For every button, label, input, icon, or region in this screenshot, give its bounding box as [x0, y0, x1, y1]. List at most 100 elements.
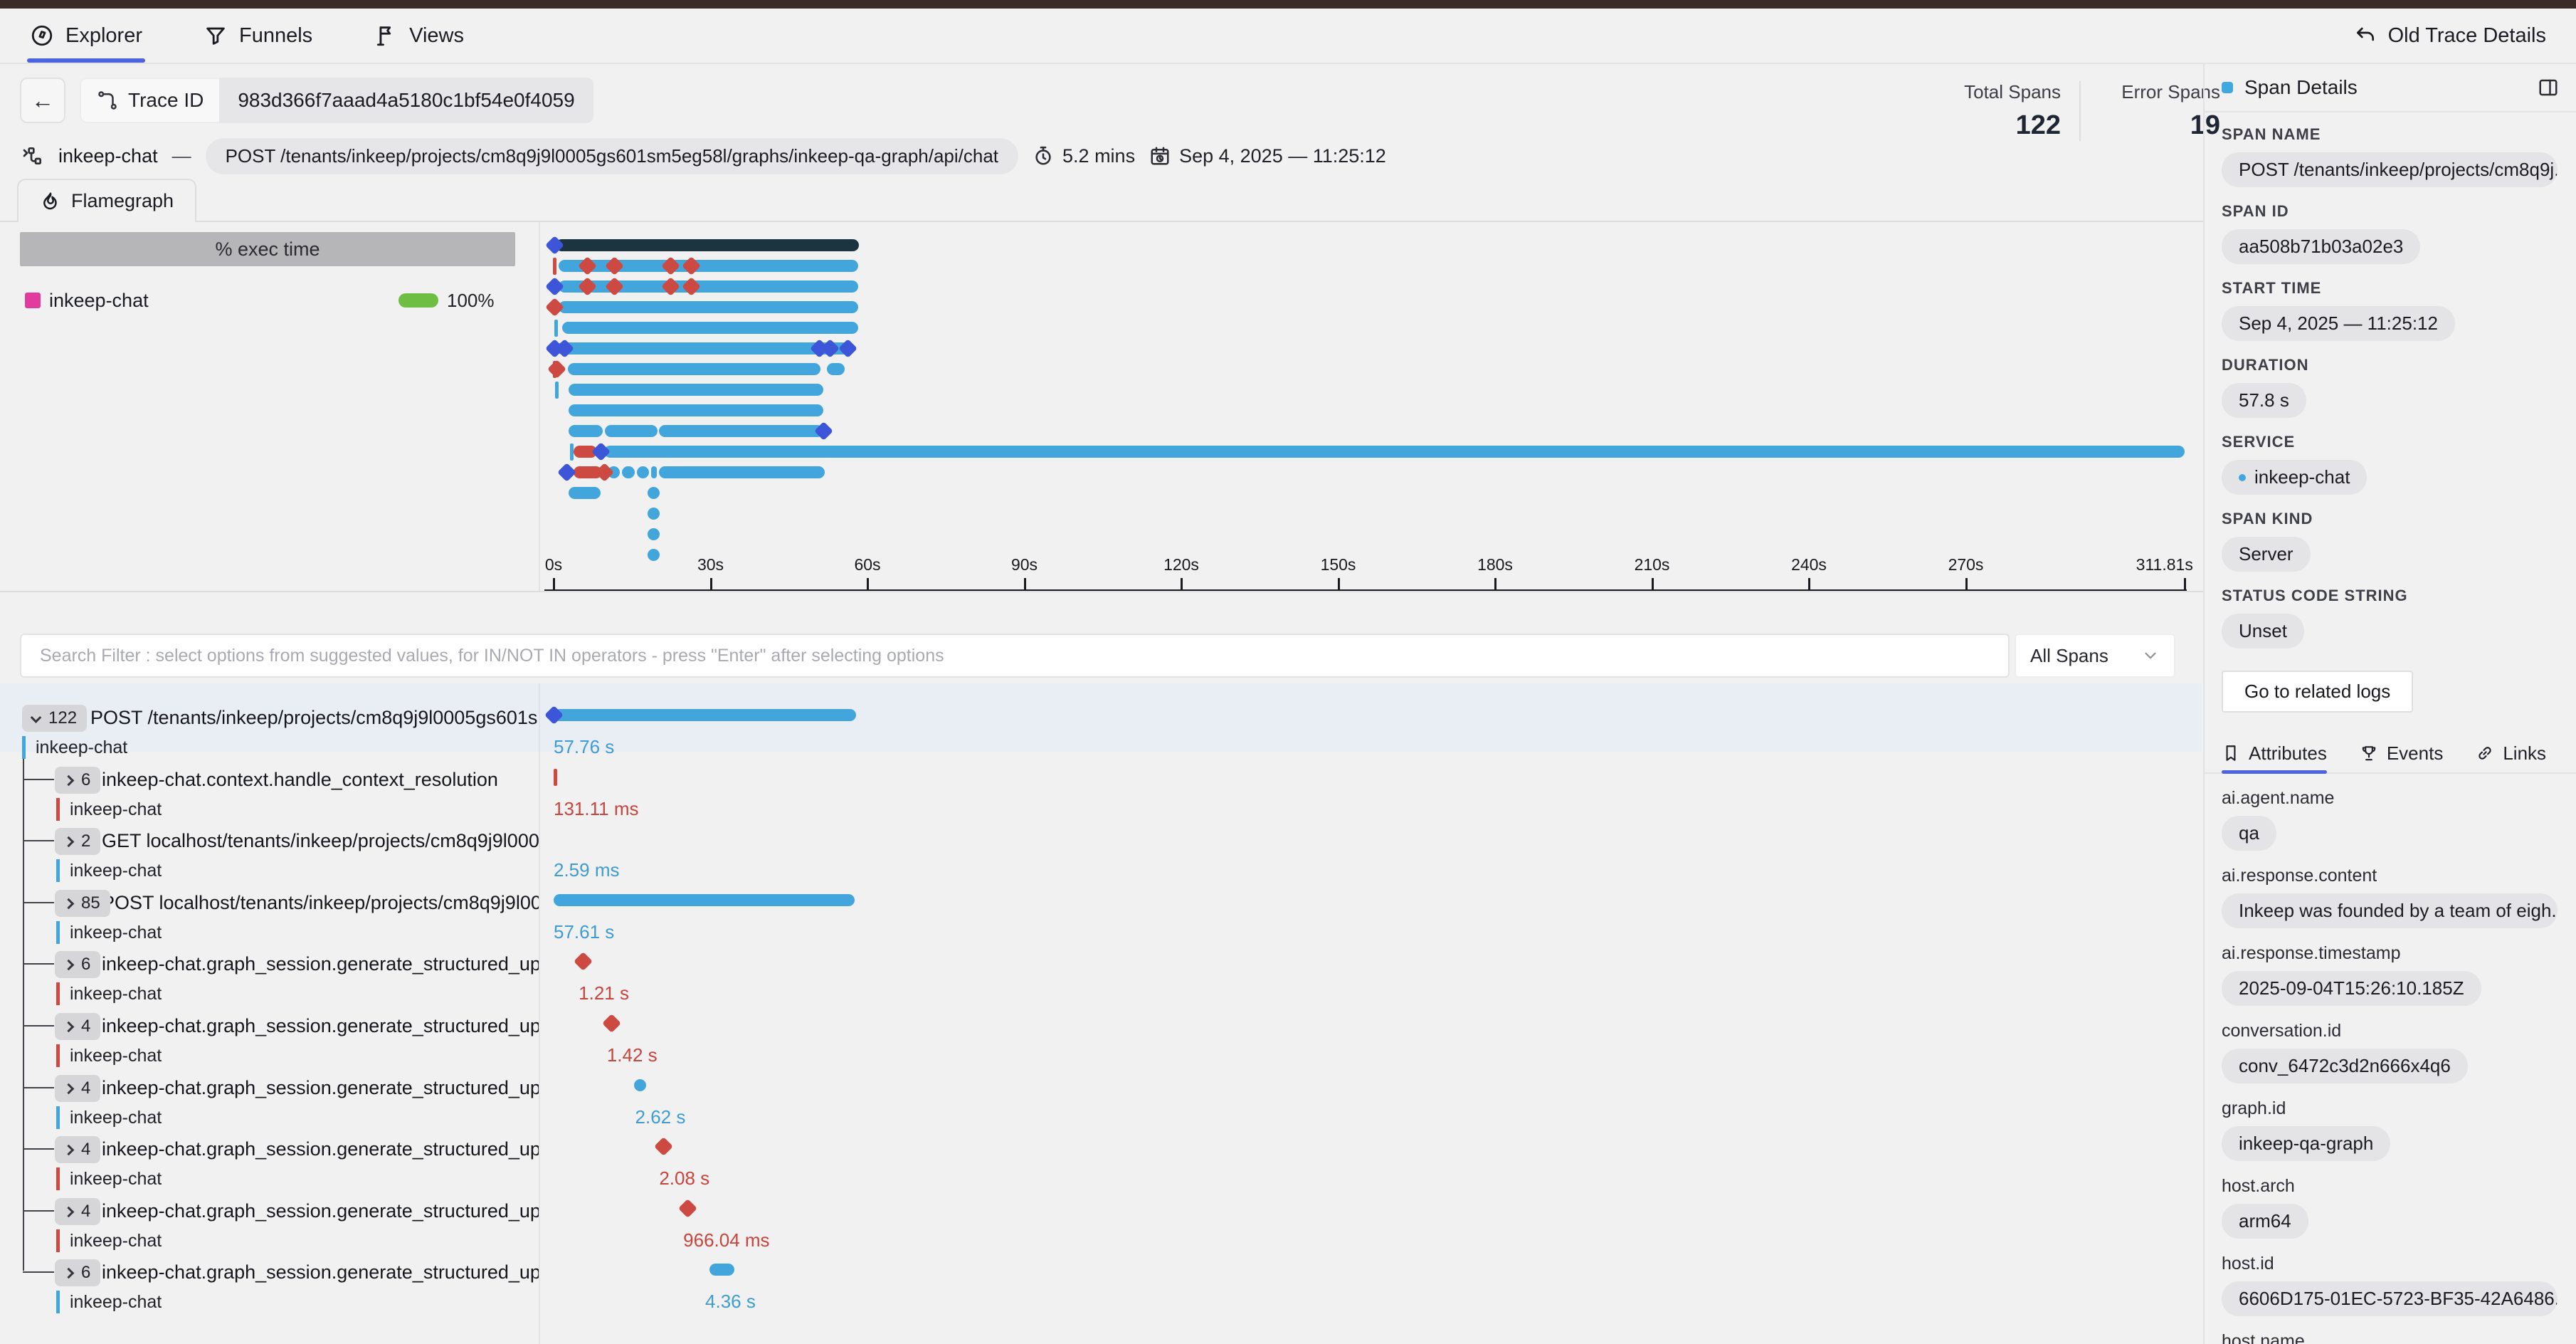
flame-span-bar[interactable] — [604, 446, 2185, 458]
flame-error-diamond[interactable] — [595, 463, 615, 482]
attributes-list: ai.agent.name qa ai.response.content Inkeep… — [2222, 774, 2559, 1344]
flame-span-bar[interactable] — [636, 466, 650, 478]
trace-id-value[interactable]: 983d366f7aaad4a5180c1bf54e0f4059 — [219, 78, 593, 123]
search-filter-input[interactable] — [20, 634, 2010, 678]
span-toggle-badge[interactable]: 6 — [55, 767, 101, 794]
error-spans-label: Error Spans — [2121, 81, 2220, 103]
span-name[interactable]: inkeep-chat.graph_session.generate_struc… — [102, 1261, 539, 1283]
flamegraph[interactable]: 0s 30s 60s 90s 120s 150s 180s 210s 240s 270s 311.8… — [539, 222, 2203, 594]
flame-error-diamond[interactable] — [547, 359, 566, 379]
detail-field-value[interactable]: Unset — [2222, 614, 2304, 649]
span-error-diamond[interactable] — [601, 1014, 621, 1033]
flame-span-bar[interactable] — [826, 363, 845, 375]
span-name[interactable]: inkeep-chat.graph_session.generate_struc… — [102, 1077, 539, 1098]
go-to-related-logs-button[interactable]: Go to related logs — [2222, 671, 2414, 713]
exec-legend-row[interactable]: inkeep-chat 100% — [25, 288, 495, 313]
span-error-diamond[interactable] — [654, 1137, 674, 1156]
detail-field-value[interactable]: inkeep-chat — [2222, 460, 2368, 495]
flame-error-diamond[interactable] — [545, 298, 565, 317]
flame-span-bar[interactable] — [558, 280, 859, 293]
root-endpoint-pill[interactable]: POST /tenants/inkeep/projects/cm8q9j9l00… — [205, 137, 1019, 174]
span-toggle-badge[interactable]: 4 — [55, 1075, 101, 1102]
flame-dot-span[interactable] — [648, 508, 660, 520]
span-tick-marker[interactable] — [554, 769, 557, 786]
span-toggle-badge[interactable]: 85 — [55, 890, 110, 917]
flame-tick-marker[interactable] — [554, 320, 558, 337]
panel-toggle-icon[interactable] — [2538, 77, 2559, 98]
span-scope-select[interactable]: All Spans — [2015, 634, 2175, 678]
flame-span-bar[interactable] — [567, 363, 820, 375]
attribute-value[interactable]: 2025-09-04T15:26:10.185Z — [2222, 971, 2481, 1006]
flame-event-diamond[interactable] — [591, 442, 611, 461]
span-duration-bar[interactable] — [554, 709, 856, 721]
span-name[interactable]: inkeep-chat.graph_session.generate_struc… — [102, 1015, 539, 1036]
span-name[interactable]: inkeep-chat.context.handle_context_resol… — [102, 769, 498, 790]
flame-dot-span[interactable] — [648, 528, 660, 540]
old-trace-details-link[interactable]: Old Trace Details — [2354, 24, 2546, 48]
span-name[interactable]: POST /tenants/inkeep/projects/cm8q9j9l00… — [90, 707, 539, 728]
attribute-value[interactable]: 6606D175-01EC-5723-BF35-42A6486... — [2222, 1281, 2557, 1316]
nav-tab-funnels[interactable]: Funnels — [204, 9, 312, 63]
trace-id-group[interactable]: Trace ID 983d366f7aaad4a5180c1bf54e0f405… — [80, 78, 593, 123]
detail-field-value[interactable]: 57.8 s — [2222, 383, 2306, 418]
flame-span-bar[interactable] — [605, 425, 658, 437]
attribute-value[interactable]: qa — [2222, 816, 2276, 851]
attribute-value[interactable]: inkeep-qa-graph — [2222, 1126, 2391, 1161]
detail-field-value[interactable]: POST /tenants/inkeep/projects/cm8q9j... — [2222, 152, 2557, 187]
span-toggle-badge[interactable]: 6 — [55, 1259, 101, 1286]
span-toggle-badge[interactable]: 6 — [55, 951, 101, 978]
span-toggle-badge[interactable]: 4 — [55, 1136, 101, 1163]
span-error-diamond[interactable] — [678, 1199, 698, 1218]
hierarchy-icon — [23, 147, 41, 164]
flame-span-bar[interactable] — [659, 425, 823, 437]
span-name[interactable]: POST localhost/tenants/inkeep/projects/c… — [102, 892, 539, 913]
error-spans-stat: Error Spans 19 — [2099, 81, 2220, 141]
flame-span-bar[interactable] — [573, 446, 597, 458]
flame-span-bar[interactable] — [650, 466, 657, 478]
tab-flamegraph[interactable]: Flamegraph — [17, 179, 197, 222]
flame-event-diamond[interactable] — [557, 463, 577, 482]
flame-tick-marker[interactable] — [552, 258, 556, 275]
span-toggle-badge[interactable]: 122 — [22, 705, 88, 732]
flame-span-bar[interactable] — [622, 466, 635, 478]
span-toggle-badge[interactable]: 2 — [55, 828, 101, 855]
detail-field-value[interactable]: Sep 4, 2025 — 11:25:12 — [2222, 306, 2455, 341]
flame-span-bar[interactable] — [558, 260, 859, 272]
span-toggle-badge[interactable]: 4 — [55, 1013, 101, 1040]
span-name[interactable]: inkeep-chat.graph_session.generate_struc… — [102, 953, 539, 975]
detail-field-value[interactable]: aa508b71b03a02e3 — [2222, 229, 2421, 264]
flame-span-bar[interactable] — [561, 322, 859, 334]
flame-event-diamond[interactable] — [545, 277, 565, 296]
flame-span-bar[interactable] — [659, 466, 825, 478]
flame-dot-span[interactable] — [648, 549, 660, 561]
span-toggle-badge[interactable]: 4 — [55, 1198, 101, 1225]
details-tab-links[interactable]: Links — [2476, 734, 2546, 772]
attribute-value[interactable]: arm64 — [2222, 1204, 2308, 1239]
flame-span-bar[interactable] — [573, 466, 603, 478]
details-tab-events[interactable]: Events — [2360, 734, 2443, 772]
flame-span-bar[interactable] — [569, 425, 603, 437]
back-button[interactable]: ← — [20, 78, 65, 123]
nav-tab-views[interactable]: Views — [374, 9, 464, 63]
span-error-diamond[interactable] — [574, 952, 593, 971]
span-name[interactable]: inkeep-chat.graph_session.generate_struc… — [102, 1138, 539, 1160]
details-tab-attributes[interactable]: Attributes — [2222, 734, 2327, 774]
flame-tick-marker[interactable] — [554, 382, 559, 399]
span-name[interactable]: GET localhost/tenants/inkeep/projects/cm… — [102, 830, 539, 851]
flame-dot-span[interactable] — [648, 487, 660, 499]
attribute-value[interactable]: conv_6472c3d2n666x4q6 — [2222, 1049, 2468, 1083]
flame-span-bar[interactable] — [558, 301, 859, 313]
span-dot-marker[interactable] — [633, 1079, 646, 1091]
flame-span-bar[interactable] — [568, 384, 823, 396]
flame-span-bar[interactable] — [556, 342, 852, 355]
flame-span-bar[interactable] — [568, 487, 601, 499]
detail-field-value[interactable]: Server — [2222, 537, 2311, 572]
span-duration-bar[interactable] — [554, 894, 855, 906]
nav-tab-explorer[interactable]: Explorer — [27, 9, 145, 63]
attribute-value[interactable]: Inkeep was founded by a team of eigh... — [2222, 893, 2557, 928]
flame-span-bar[interactable] — [568, 404, 823, 416]
span-name[interactable]: inkeep-chat.graph_session.generate_struc… — [102, 1200, 539, 1222]
flame-tick-marker[interactable] — [569, 443, 574, 461]
flame-span-bar[interactable] — [555, 239, 859, 251]
span-duration-pill[interactable] — [709, 1264, 734, 1276]
